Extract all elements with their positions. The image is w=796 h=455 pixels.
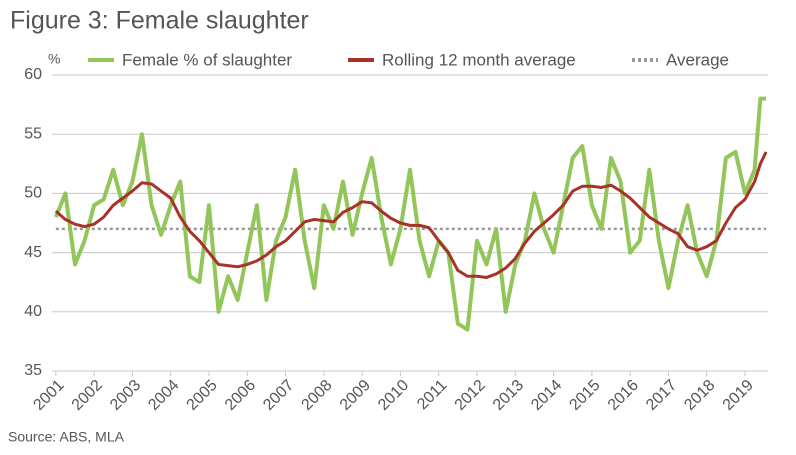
y-tick-label: 35	[24, 362, 42, 379]
y-tick-label: 55	[24, 125, 42, 142]
x-tick-label: 2011	[414, 377, 450, 413]
y-tick-label: 60	[24, 66, 42, 83]
x-tick-label: 2002	[69, 377, 106, 414]
x-tick-label: 2010	[375, 377, 412, 414]
source: Source: ABS, MLA	[8, 429, 125, 445]
y-tick-label: 45	[24, 244, 42, 261]
x-tick-label: 2009	[337, 377, 374, 414]
x-tick-label: 2018	[681, 377, 718, 414]
x-tick-label: 2019	[720, 377, 757, 414]
x-tick-label: 2007	[260, 377, 297, 414]
x-tick-label: 2006	[222, 377, 259, 414]
x-tick-label: 2017	[643, 377, 680, 414]
y-tick-label: 40	[24, 303, 42, 320]
x-tick-label: 2008	[298, 377, 335, 414]
x-tick-label: 2001	[30, 377, 67, 414]
legend-label: Female % of slaughter	[122, 50, 292, 69]
x-tick-label: 2005	[184, 377, 221, 414]
x-tick-label: 2013	[490, 377, 527, 414]
x-tick-label: 2016	[605, 377, 642, 414]
y-tick-label: 50	[24, 185, 42, 202]
x-tick-label: 2014	[528, 377, 565, 414]
legend-label: Rolling 12 month average	[382, 50, 576, 69]
x-tick-label: 2004	[145, 377, 182, 414]
y-axis-label: %	[48, 51, 60, 67]
x-tick-label: 2015	[566, 377, 603, 414]
chart-title: Figure 3: Female slaughter	[10, 7, 309, 35]
legend-label: Average	[666, 50, 729, 69]
series-line	[54, 151, 768, 279]
x-tick-label: 2012	[452, 377, 489, 414]
x-tick-label: 2003	[107, 377, 144, 414]
series-line	[53, 96, 767, 332]
